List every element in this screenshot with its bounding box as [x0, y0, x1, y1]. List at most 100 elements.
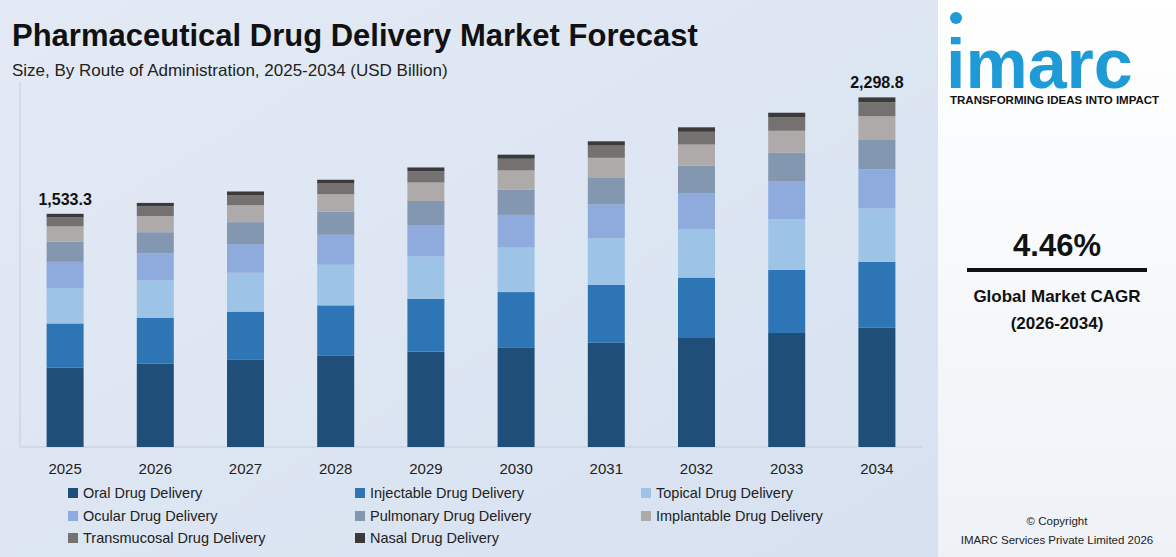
bar-segment: [227, 312, 264, 360]
bar-segment: [137, 281, 174, 318]
bar-segment: [588, 178, 625, 204]
legend-swatch: [355, 533, 365, 543]
cagr-value: 4.46%: [1013, 228, 1101, 263]
chart-background: [0, 0, 938, 557]
bar-segment: [498, 170, 535, 189]
bar-segment: [768, 270, 805, 333]
bar-segment: [407, 171, 444, 182]
bar-segment: [768, 182, 805, 219]
bar-segment: [317, 235, 354, 265]
bar-segment: [768, 333, 805, 447]
bar-segment: [768, 113, 805, 118]
bar-segment: [588, 204, 625, 238]
x-tick-label: 2027: [229, 460, 262, 477]
bar-segment: [227, 273, 264, 312]
bar-segment: [47, 288, 84, 323]
chart-title: Pharmaceutical Drug Delivery Market Fore…: [12, 18, 698, 53]
bar-segment: [227, 244, 264, 273]
x-tick-label: 2028: [319, 460, 352, 477]
legend-swatch: [641, 511, 651, 521]
bar-segment: [498, 292, 535, 347]
bar-segment: [317, 356, 354, 447]
legend-label: Pulmonary Drug Delivery: [370, 508, 532, 524]
copyright: IMARC Services Private Limited 2026: [961, 534, 1153, 546]
cagr-text: Global Market CAGR: [973, 287, 1140, 306]
bar-segment: [317, 212, 354, 235]
bar-segment: [47, 367, 84, 447]
legend-label: Nasal Drug Delivery: [370, 530, 500, 546]
bar-segment: [407, 167, 444, 171]
legend-label: Ocular Drug Delivery: [83, 508, 218, 524]
bar-segment: [137, 253, 174, 280]
tagline: TRANSFORMING IDEAS INTO IMPACT: [950, 94, 1159, 106]
x-tick-label: 2029: [409, 460, 442, 477]
bar-segment: [498, 248, 535, 292]
bar-segment: [137, 203, 174, 206]
bar-segment: [317, 194, 354, 212]
x-tick-label: 2032: [680, 460, 713, 477]
bar-segment: [227, 195, 264, 205]
bar-segment: [317, 265, 354, 306]
bar-segment: [47, 214, 84, 217]
bar-segment: [498, 347, 535, 447]
bar-segment: [137, 206, 174, 216]
legend-label: Injectable Drug Delivery: [370, 485, 525, 501]
bar-segment: [588, 158, 625, 178]
bar-segment: [407, 256, 444, 298]
x-tick-label: 2030: [499, 460, 532, 477]
bars: [47, 97, 896, 447]
cagr-rule: [967, 268, 1147, 272]
bar-segment: [858, 116, 895, 139]
bar-segment: [588, 141, 625, 145]
bar-segment: [227, 360, 264, 447]
legend-swatch: [68, 533, 78, 543]
bar-segment: [227, 222, 264, 244]
legend-label: Transmucosal Drug Delivery: [83, 530, 266, 546]
chart-subtitle: Size, By Route of Administration, 2025-2…: [12, 61, 448, 80]
total-label: 2,298.8: [850, 74, 903, 91]
legend-swatch: [68, 488, 78, 498]
side-panel: [938, 0, 1176, 557]
bar-segment: [678, 229, 715, 278]
bar-segment: [588, 343, 625, 447]
x-tick-label: 2031: [590, 460, 623, 477]
y-axis-line: [20, 82, 21, 447]
x-tick-label: 2026: [139, 460, 172, 477]
bar-segment: [678, 127, 715, 131]
bar-segment: [47, 262, 84, 288]
legend-label: Implantable Drug Delivery: [656, 508, 824, 524]
bar-segment: [407, 299, 444, 352]
bar-segment: [678, 278, 715, 338]
bar-segment: [317, 180, 354, 184]
bar-segment: [47, 226, 84, 241]
legend-swatch: [641, 488, 651, 498]
bar-segment: [47, 217, 84, 226]
bar-segment: [137, 364, 174, 447]
bar-segment: [588, 285, 625, 343]
cagr-period: (2026-2034): [1011, 314, 1104, 333]
bar-segment: [407, 352, 444, 447]
bar-segment: [858, 102, 895, 116]
bar-segment: [137, 216, 174, 232]
bar-segment: [768, 219, 805, 270]
logo-dot: [950, 12, 962, 24]
bar-segment: [47, 323, 84, 367]
bar-segment: [498, 155, 535, 159]
bar-segment: [858, 328, 895, 447]
bar-segment: [47, 242, 84, 262]
x-tick-label: 2025: [48, 460, 81, 477]
bar-segment: [317, 305, 354, 356]
legend-label: Oral Drug Delivery: [83, 485, 203, 501]
bar-segment: [858, 169, 895, 208]
x-tick-label: 2033: [770, 460, 803, 477]
bar-segment: [588, 146, 625, 158]
bar-segment: [858, 97, 895, 102]
bar-segment: [678, 145, 715, 166]
bar-segment: [678, 338, 715, 447]
bar-segment: [407, 225, 444, 256]
legend-swatch: [355, 511, 365, 521]
bar-segment: [678, 132, 715, 145]
bar-segment: [137, 232, 174, 253]
bar-segment: [498, 190, 535, 215]
bar-segment: [678, 166, 715, 193]
